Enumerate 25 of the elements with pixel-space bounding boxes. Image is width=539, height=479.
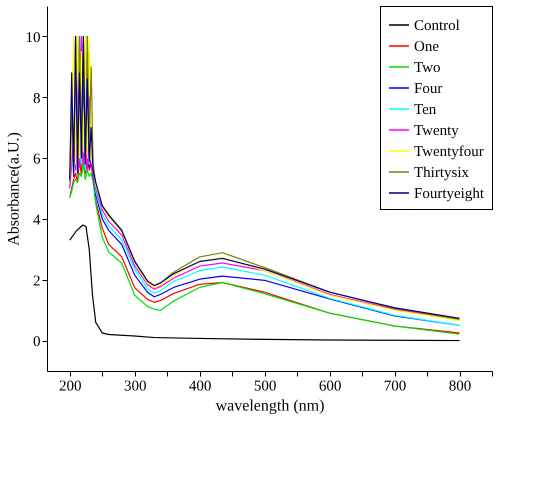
y-tick-label: 0 bbox=[33, 334, 40, 350]
legend-label: Four bbox=[414, 81, 442, 97]
line-series bbox=[69, 224, 460, 342]
legend-label: Twentyfour bbox=[414, 144, 484, 160]
legend-label: Fourtyeight bbox=[414, 186, 485, 202]
legend-label: One bbox=[414, 39, 440, 55]
y-tick-label: 10 bbox=[26, 30, 40, 46]
y-tick-label: 8 bbox=[33, 90, 40, 107]
x-tick-label: 300 bbox=[124, 378, 146, 394]
legend-label: Two bbox=[414, 60, 440, 76]
legend-label: Thirtysix bbox=[414, 165, 470, 181]
x-tick-label: 700 bbox=[384, 378, 406, 394]
legend-label: Twenty bbox=[414, 123, 460, 139]
legend-label: Ten bbox=[414, 102, 437, 118]
x-tick-label: 600 bbox=[318, 378, 342, 394]
x-tick-label: 800 bbox=[448, 378, 472, 394]
x-tick-label: 500 bbox=[254, 378, 276, 394]
y-tick-label: 4 bbox=[33, 212, 41, 228]
y-axis-title: Absorbance(a.U.) bbox=[6, 132, 22, 246]
x-tick-label: 400 bbox=[188, 378, 212, 394]
y-tick-label: 2 bbox=[33, 273, 40, 290]
legend-label: Control bbox=[414, 18, 460, 34]
x-axis-title: wavelength (nm) bbox=[216, 398, 324, 414]
x-tick-label: 200 bbox=[58, 378, 82, 394]
y-tick-label: 6 bbox=[33, 152, 41, 168]
